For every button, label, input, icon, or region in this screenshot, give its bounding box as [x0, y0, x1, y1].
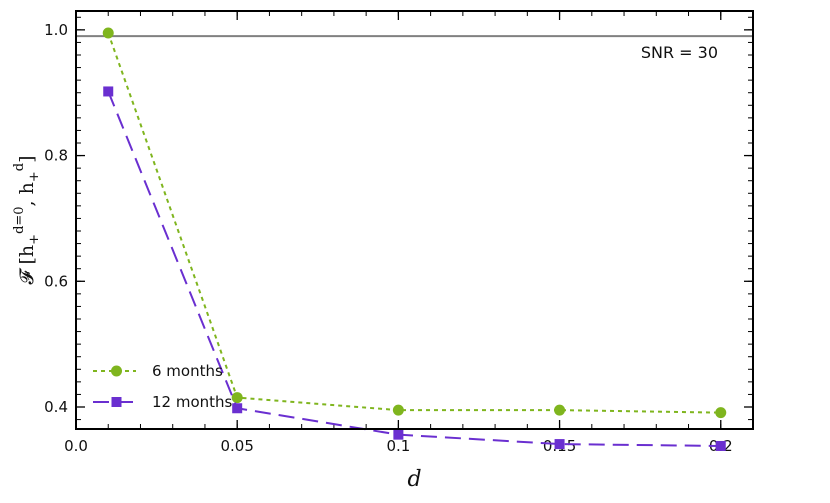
svg-text:𝓕 [h+d=0, h+d]: 𝓕 [h+d=0, h+d]: [12, 155, 42, 284]
y-tick-label: 0.8: [44, 147, 68, 165]
data-point: [554, 439, 565, 450]
y-tick-label: 0.6: [44, 272, 68, 290]
data-point: [103, 86, 114, 97]
y-label-suffix: ]: [16, 155, 38, 162]
x-axis-label: d: [407, 467, 421, 492]
y-axis-label: 𝓕 [h+d=0, h+d]: [12, 155, 42, 284]
x-tick-label: 0.1: [386, 437, 410, 455]
y-tick-label: 0.4: [44, 398, 68, 416]
data-point: [102, 27, 114, 39]
plot-frame: [75, 10, 754, 430]
series-layer: [102, 27, 727, 451]
y-label-sup2: d: [12, 163, 27, 171]
snr-annotation: SNR = 30: [641, 43, 718, 62]
data-point: [715, 407, 727, 419]
legend-label: 12 months: [152, 393, 233, 411]
y-label-prefix: 𝓕 [h: [16, 245, 38, 285]
legend-marker: [111, 365, 122, 377]
data-point: [232, 403, 243, 414]
series-line: [107, 32, 721, 414]
legend-label: 6 months: [152, 362, 223, 380]
series-1: [102, 27, 727, 419]
data-point: [715, 440, 726, 451]
data-point: [231, 392, 243, 404]
y-label-sup1: d=0: [12, 206, 27, 234]
y-label-sub2: +: [27, 171, 42, 182]
data-point: [393, 429, 404, 440]
axis-ticks: 0.00.050.10.150.20.40.60.81.0: [44, 11, 754, 455]
data-point: [392, 404, 404, 416]
legend: 6 months 12 months: [93, 362, 233, 411]
legend-marker: [111, 397, 122, 407]
x-tick-label: 0.05: [220, 437, 253, 455]
y-tick-label: 1.0: [44, 21, 68, 39]
y-label-mid: , h: [16, 182, 38, 206]
y-label-sub1: +: [27, 234, 42, 245]
series-2: [103, 86, 726, 451]
x-tick-label: 0.0: [64, 437, 88, 455]
data-point: [554, 404, 566, 416]
